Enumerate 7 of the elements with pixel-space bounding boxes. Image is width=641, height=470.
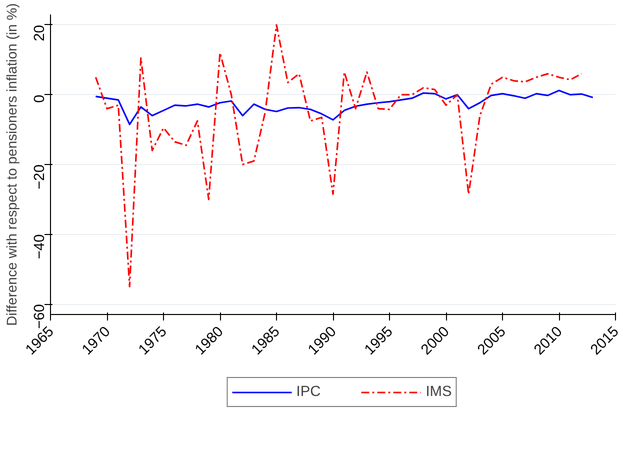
y-tick-label: 20 [32, 24, 48, 42]
legend-label: IMS [426, 384, 452, 400]
y-axis-title: Difference with respect to pensioners inflation (in %) [4, 3, 20, 326]
y-tick-label: 0 [32, 94, 48, 103]
y-tick-label: −40 [32, 234, 48, 260]
legend-label: IPC [296, 384, 321, 400]
y-tick-label: −20 [32, 164, 48, 190]
